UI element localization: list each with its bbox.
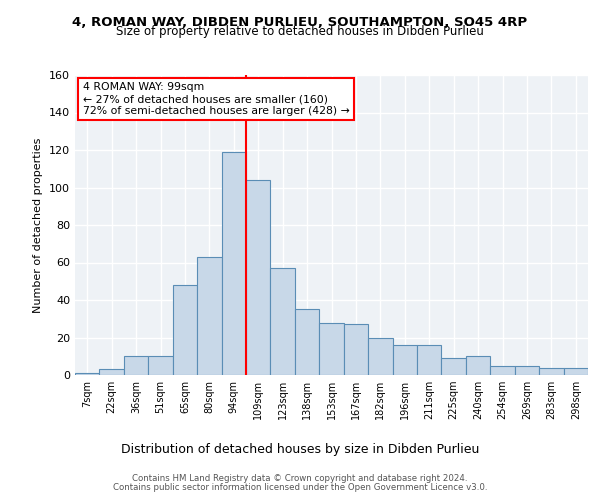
- Bar: [417, 345, 442, 375]
- Bar: [295, 310, 319, 375]
- Bar: [271, 268, 295, 375]
- Bar: [392, 345, 417, 375]
- Bar: [515, 366, 539, 375]
- Bar: [124, 356, 148, 375]
- Bar: [466, 356, 490, 375]
- Bar: [173, 285, 197, 375]
- Bar: [100, 370, 124, 375]
- Text: Distribution of detached houses by size in Dibden Purlieu: Distribution of detached houses by size …: [121, 442, 479, 456]
- Bar: [442, 358, 466, 375]
- Bar: [368, 338, 392, 375]
- Text: 4, ROMAN WAY, DIBDEN PURLIEU, SOUTHAMPTON, SO45 4RP: 4, ROMAN WAY, DIBDEN PURLIEU, SOUTHAMPTO…: [73, 16, 527, 29]
- Text: Size of property relative to detached houses in Dibden Purlieu: Size of property relative to detached ho…: [116, 25, 484, 38]
- Bar: [490, 366, 515, 375]
- Bar: [75, 373, 100, 375]
- Bar: [221, 152, 246, 375]
- Bar: [246, 180, 271, 375]
- Y-axis label: Number of detached properties: Number of detached properties: [34, 138, 43, 312]
- Bar: [148, 356, 173, 375]
- Text: Contains public sector information licensed under the Open Government Licence v3: Contains public sector information licen…: [113, 484, 487, 492]
- Bar: [319, 322, 344, 375]
- Bar: [197, 257, 221, 375]
- Text: Contains HM Land Registry data © Crown copyright and database right 2024.: Contains HM Land Registry data © Crown c…: [132, 474, 468, 483]
- Bar: [563, 368, 588, 375]
- Bar: [539, 368, 563, 375]
- Bar: [344, 324, 368, 375]
- Text: 4 ROMAN WAY: 99sqm
← 27% of detached houses are smaller (160)
72% of semi-detach: 4 ROMAN WAY: 99sqm ← 27% of detached hou…: [83, 82, 349, 116]
